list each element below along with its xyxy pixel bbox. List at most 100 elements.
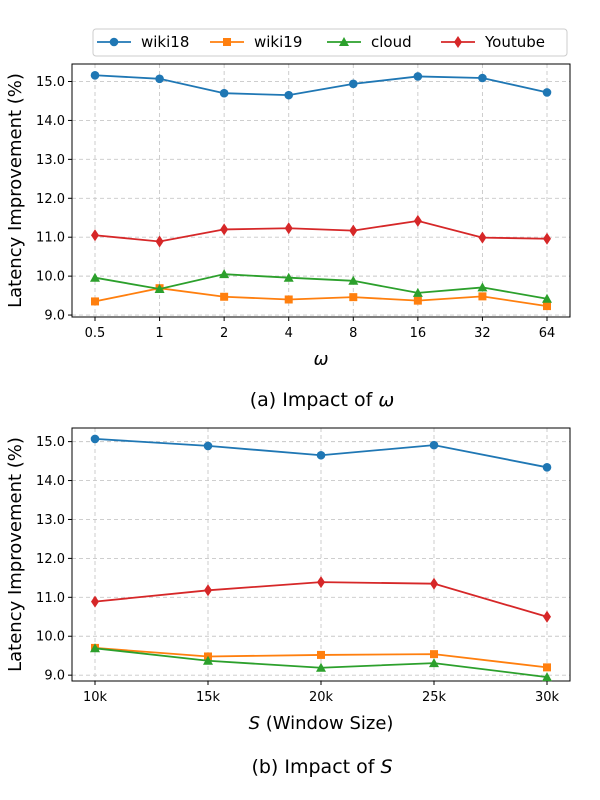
b-xtick-10k: 10k [83, 690, 108, 705]
b-point-cloud-25k [429, 658, 439, 668]
chart-omega: 0.5 1 2 4 8 16 32 64 9.0 10.0 11.0 12.0 13.0 14.0 15.0… [5, 63, 571, 411]
a-point-wiki18-8 [348, 79, 358, 89]
b-ytick-11-0: 11.0 [36, 591, 65, 606]
b-series-wiki18 [90, 434, 552, 472]
a-series-wiki18 [90, 70, 552, 100]
b-point-wiki18-10k [90, 434, 100, 444]
a-line-youtube [94, 219, 548, 243]
b-point-wiki18-15k [203, 441, 213, 451]
b-point-wiki19-25k [430, 650, 438, 659]
a-xlabel-symbol: ω [313, 349, 328, 370]
a-point-wiki18-4 [284, 90, 294, 100]
b-point-wiki18-30k [542, 463, 552, 472]
a-point-youtube-32 [478, 231, 487, 244]
legend: wiki18 wiki19 cloud Youtube [92, 28, 568, 57]
b-point-cloud-15k [203, 655, 213, 665]
a-ytick-10-0: 10.0 [36, 270, 65, 285]
a-point-wiki19-0-5 [91, 297, 99, 306]
a-caption-prefix: (a) Impact of [250, 389, 379, 411]
a-point-wiki18-1 [155, 74, 164, 84]
b-point-wiki18-20k [316, 450, 326, 460]
a-xtick-2: 2 [220, 326, 228, 341]
a-point-wiki19-8 [349, 293, 358, 302]
legend-marker-youtube [454, 36, 462, 48]
a-point-cloud-4 [283, 272, 294, 282]
a-point-wiki18-0-5 [90, 70, 100, 80]
a-point-youtube-0-5 [91, 229, 99, 242]
b-point-youtube-25k [430, 577, 438, 590]
a-point-wiki18-2 [219, 88, 229, 98]
a-line-wiki19 [94, 287, 548, 307]
b-caption-symbol: S [380, 756, 392, 778]
a-xtick-64: 64 [539, 326, 556, 341]
b-point-cloud-20k [316, 662, 326, 672]
b-point-youtube-10k [91, 595, 99, 608]
a-point-youtube-64 [543, 232, 551, 245]
a-series-youtube [91, 214, 551, 248]
b-point-cloud-30k [542, 672, 552, 682]
a-xtick-16: 16 [410, 326, 427, 341]
a-plot-frame [71, 63, 571, 318]
a-xlabel: ω [313, 349, 328, 370]
a-series-cloud [90, 269, 552, 303]
b-caption: (b) Impact of S [251, 756, 392, 778]
b-ylabel: Latency Improvement (%) [5, 437, 26, 672]
a-ytick-9-0: 9.0 [44, 309, 65, 324]
a-point-youtube-2 [220, 223, 229, 236]
a-line-wiki18 [94, 74, 548, 97]
a-point-cloud-1 [154, 283, 165, 293]
a-point-cloud-0-5 [90, 272, 100, 282]
b-point-wiki19-20k [317, 650, 325, 659]
a-point-wiki18-64 [542, 88, 552, 97]
a-point-wiki19-16 [413, 296, 422, 305]
a-point-cloud-16 [412, 287, 423, 297]
a-point-wiki19-4 [284, 295, 293, 304]
a-xtick-8: 8 [349, 326, 357, 341]
a-point-cloud-8 [348, 275, 359, 285]
a-point-youtube-4 [284, 222, 293, 235]
b-point-youtube-30k [543, 610, 551, 623]
a-ylabel: Latency Improvement (%) [5, 73, 26, 308]
a-ytick-14-0: 14.0 [36, 114, 65, 129]
b-ytick-13-0: 13.0 [36, 513, 65, 528]
b-xlabel: S (Window Size) [249, 713, 394, 734]
b-point-youtube-20k [317, 576, 325, 589]
a-point-wiki18-16 [413, 72, 423, 81]
a-point-youtube-8 [349, 224, 358, 237]
a-xtick-4: 4 [285, 326, 293, 341]
b-xtick-25k: 25k [422, 690, 447, 705]
legend-marker-wiki18 [109, 37, 119, 47]
b-series-cloud [90, 643, 552, 682]
b-ytick-12-0: 12.0 [36, 552, 65, 567]
a-point-cloud-2 [219, 269, 230, 279]
a-point-wiki18-32 [478, 73, 487, 83]
a-point-youtube-16 [413, 214, 422, 227]
b-series-youtube [91, 576, 551, 623]
legend-label-wiki19: wiki19 [254, 33, 302, 51]
a-point-wiki19-64 [543, 302, 551, 311]
a-point-cloud-32 [477, 282, 488, 292]
b-xtick-15k: 15k [196, 690, 221, 705]
a-caption: (a) Impact of ω [250, 389, 395, 411]
legend-label-cloud: cloud [371, 33, 412, 51]
b-ytick-10-0: 10.0 [36, 630, 65, 645]
b-ytick-14-0: 14.0 [36, 474, 65, 489]
legend-marker-wiki19 [223, 38, 231, 46]
a-ytick-15-0: 15.0 [36, 75, 65, 90]
a-point-youtube-1 [155, 235, 164, 248]
a-point-wiki19-32 [478, 292, 487, 301]
b-xlabel-rest: (Window Size) [260, 713, 393, 734]
b-ytick-9-0: 9.0 [44, 669, 65, 684]
legend-label-youtube: Youtube [484, 33, 545, 51]
b-point-cloud-10k [90, 643, 100, 653]
a-ytick-13-0: 13.0 [36, 153, 65, 168]
b-xlabel-symbol: S [249, 713, 260, 734]
a-ytick-12-0: 12.0 [36, 192, 65, 207]
a-caption-symbol: ω [378, 389, 394, 411]
b-point-wiki19-30k [543, 663, 551, 672]
b-caption-prefix: (b) Impact of [251, 756, 380, 778]
a-xtick-0-5: 0.5 [85, 326, 106, 341]
b-ytick-15-0: 15.0 [36, 435, 65, 450]
a-point-wiki19-2 [220, 292, 229, 301]
